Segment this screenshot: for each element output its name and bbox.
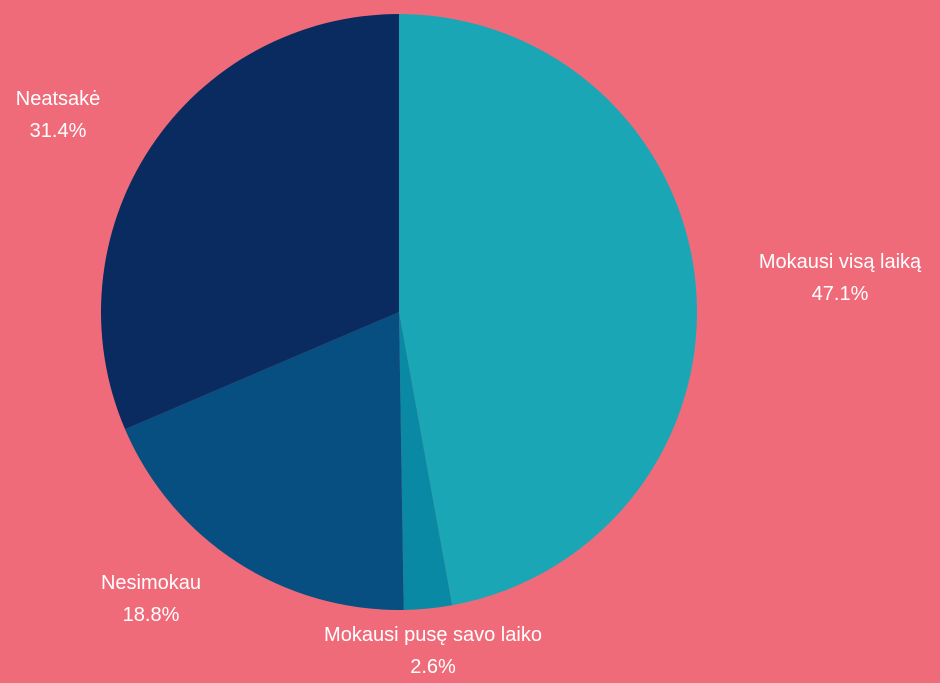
slice-value-neatsake: 31.4% [30, 120, 87, 142]
pie-slices [100, 13, 698, 610]
pie-slice-nesimokau [125, 312, 404, 610]
slice-label-nesimokau: Nesimokau [101, 572, 201, 594]
slice-label-neatsake: Neatsakė [16, 88, 101, 110]
pie-slice-mokausi-visa-laika [399, 13, 698, 606]
slice-label-mokausi-visa-laika: Mokausi visą laiką [759, 251, 922, 273]
slice-value-mokausi-puse-savo-laiko: 2.6% [410, 656, 456, 678]
pie-slice-neatsake [100, 14, 399, 430]
slice-value-nesimokau: 18.8% [123, 604, 180, 626]
slice-value-mokausi-visa-laika: 47.1% [812, 283, 869, 305]
pie-slice-mokausi-puse-savo-laiko [399, 312, 453, 610]
slice-label-mokausi-puse-savo-laiko: Mokausi pusę savo laiko [324, 624, 542, 646]
pie-labels: Mokausi visą laiką 47.1% Mokausi pusę savo… [16, 88, 922, 678]
